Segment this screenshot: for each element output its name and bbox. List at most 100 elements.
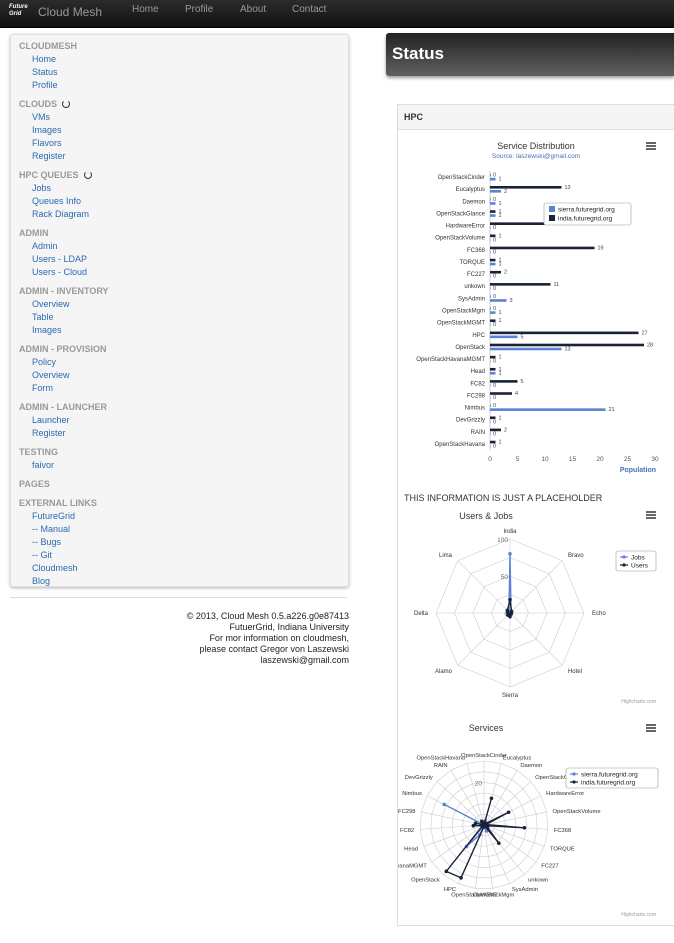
sidebar-item-users-cloud[interactable]: Users - Cloud	[32, 267, 88, 277]
data-label: 0	[493, 306, 496, 312]
bar	[490, 440, 496, 444]
axis-label: FC368	[554, 828, 571, 834]
menu-icon[interactable]	[646, 511, 656, 519]
sidebar-header-admin-launcher: ADMIN - LAUNCHER	[19, 402, 107, 412]
sidebar-item-overview[interactable]: Overview	[32, 299, 70, 309]
axis-label: Bravo	[568, 553, 584, 559]
sidebar-item-images[interactable]: Images	[32, 125, 62, 135]
data-label: 0	[493, 173, 496, 179]
bar	[490, 185, 562, 189]
sidebar-item-rack-diagram[interactable]: Rack Diagram	[32, 209, 90, 219]
sidebar-item-git[interactable]: -- Git	[32, 550, 52, 560]
sidebar-item-flavors[interactable]: Flavors	[32, 138, 62, 148]
sidebar-header-label: CLOUDMESH	[19, 41, 77, 51]
grid-ring	[441, 782, 527, 868]
nav-home[interactable]: Home	[132, 4, 159, 15]
grid-spoke	[423, 824, 485, 847]
data-point	[444, 869, 449, 874]
sidebar-item-futuregrid[interactable]: FutureGrid	[32, 511, 76, 521]
sidebar-header-label: CLOUDS	[19, 99, 57, 109]
grid-ring	[419, 760, 549, 889]
hpc-panel: HPC Service Distribution Source: laszewsk…	[397, 104, 674, 926]
sidebar-item-manual[interactable]: -- Manual	[32, 524, 71, 534]
axis-label: Population	[620, 467, 656, 474]
data-label: 1	[499, 355, 502, 361]
sidebar-item-status[interactable]: Status	[32, 67, 58, 77]
menu-icon[interactable]	[646, 142, 656, 150]
nav-profile[interactable]: Profile	[185, 4, 214, 15]
x-tick-label: 0	[488, 456, 492, 463]
data-point	[522, 825, 527, 830]
axis-label: Alamo	[435, 669, 453, 675]
data-label: 0	[493, 431, 496, 437]
sidebar-item-images[interactable]: Images	[32, 325, 62, 335]
sidebar-item-users-ldap[interactable]: Users - LDAP	[32, 254, 88, 264]
sidebar-item-register[interactable]: Register	[32, 428, 66, 438]
sidebar-item-launcher[interactable]: Launcher	[32, 415, 70, 425]
sidebar-item-admin[interactable]: Admin	[32, 241, 58, 251]
category-label: FC227	[467, 272, 486, 278]
grid-spoke	[466, 763, 485, 826]
page-title: Status	[392, 44, 444, 63]
sidebar-item-blog[interactable]: Blog	[32, 576, 51, 586]
data-point	[442, 802, 447, 807]
data-label: 0	[493, 403, 496, 409]
grid-spoke	[483, 824, 545, 847]
bar	[490, 367, 496, 371]
category-label: Daemon	[462, 199, 485, 205]
category-label: unkown	[464, 284, 485, 290]
footer-line: laszewski@gmail.com	[260, 655, 349, 665]
data-label: 27	[642, 330, 648, 336]
category-label: OpenStackCinder	[438, 175, 485, 181]
x-tick-label: 25	[624, 456, 632, 463]
sidebar-item-profile[interactable]: Profile	[32, 80, 58, 90]
sidebar-item-form[interactable]: Form	[32, 383, 53, 393]
sidebar-item-vms[interactable]: VMs	[32, 112, 50, 122]
sidebar-item-queues-info[interactable]: Queues Info	[32, 196, 82, 206]
menu-icon[interactable]	[646, 724, 656, 732]
brand-title[interactable]: Cloud Mesh	[38, 5, 103, 19]
grid-spoke	[483, 824, 537, 863]
chart-subtitle: Source: laszewski@gmail.com	[492, 153, 580, 160]
data-point	[485, 825, 490, 830]
nav-contact[interactable]: Contact	[292, 4, 327, 15]
data-label: 5	[521, 334, 524, 340]
data-label: 1	[499, 310, 502, 316]
sidebar-item-cloudmesh[interactable]: Cloudmesh	[32, 563, 78, 573]
data-label: 1	[499, 201, 502, 207]
sidebar-item-home[interactable]: Home	[32, 54, 57, 64]
sidebar-header-admin-inventory: ADMIN - INVENTORY	[19, 286, 109, 296]
axis-label: Eucalyptus	[503, 756, 531, 762]
nav-about[interactable]: About	[240, 4, 267, 15]
sidebar-item-overview[interactable]: Overview	[32, 370, 70, 380]
users-jobs-chart: Users & Jobs India Bravo Echo Hotel Sierra Ala…	[414, 511, 657, 705]
category-label: OpenStackMGMT	[437, 321, 485, 327]
sidebar-item-jobs[interactable]: Jobs	[32, 183, 52, 193]
x-tick-label: 5	[516, 456, 520, 463]
sidebar-item-policy[interactable]: Policy	[32, 357, 57, 367]
axis-label: OpenStackGlance	[535, 775, 582, 781]
data-point	[489, 796, 494, 801]
bar	[490, 202, 496, 205]
chart-legend: sierra.futuregrid.org india.futuregrid.or…	[543, 202, 632, 226]
sidebar-item-table[interactable]: Table	[32, 312, 54, 322]
category-label: RAIN	[471, 430, 485, 436]
legend-box	[543, 202, 632, 226]
footer-line: FutuerGrid, Indiana University	[229, 622, 349, 632]
grid-spoke	[450, 770, 485, 826]
category-label: FC82	[470, 381, 485, 387]
data-label: 0	[493, 237, 496, 243]
grid-ring	[430, 771, 538, 879]
axis-label: HardwareError	[546, 791, 584, 797]
axis-label: TORQUE	[550, 846, 575, 852]
legend-swatch	[549, 215, 555, 221]
status-header: Status	[386, 33, 674, 76]
sidebar-item-register[interactable]: Register	[32, 151, 66, 161]
category-label: OpenStackMgm	[442, 309, 485, 315]
sidebar-header-label: ADMIN - PROVISION	[19, 344, 107, 354]
sidebar-item-bugs[interactable]: -- Bugs	[32, 537, 62, 547]
futuregrid-logo[interactable]: Future Grid	[9, 4, 33, 21]
sidebar-header-label: HPC QUEUES	[19, 170, 79, 180]
sidebar-item-faivor[interactable]: faivor	[32, 460, 55, 470]
axis-label: Daemon	[520, 763, 542, 769]
